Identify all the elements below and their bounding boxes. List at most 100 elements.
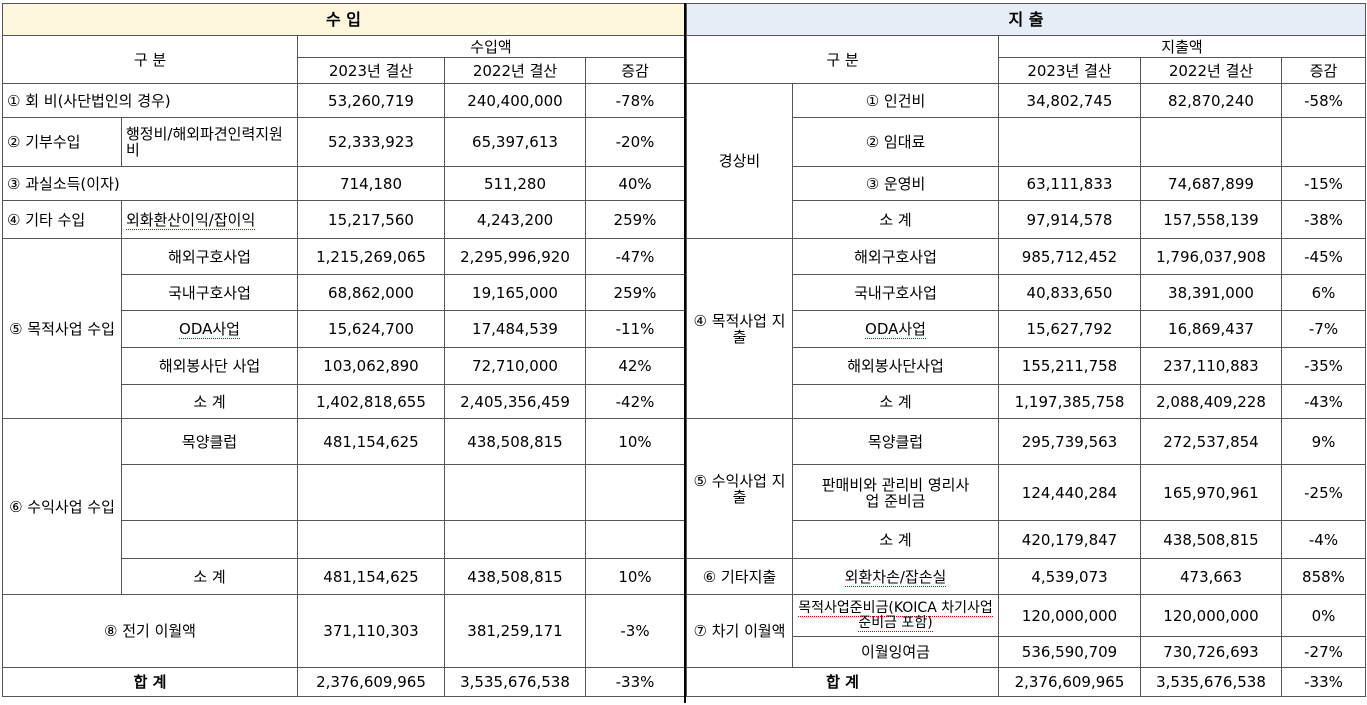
item-name: ③ 운영비: [792, 166, 999, 201]
item-name: 국내구호사업: [792, 274, 999, 311]
value-2023: 2,376,609,965: [998, 667, 1141, 697]
row-label: ④ 기타 수입: [2, 200, 122, 239]
value-2023: 15,217,560: [297, 200, 445, 239]
item-name: 해외봉사단사업: [792, 347, 999, 385]
value-2023: 120,000,000: [998, 594, 1141, 637]
value-2022: [1140, 117, 1282, 167]
income-row-donation: ② 기부수입 행정비/해외파견인력지원비 52,333,923 65,397,6…: [2, 117, 685, 167]
value-2022: 157,558,139: [1140, 200, 1282, 239]
expense-row-total: 합 계 2,376,609,965 3,535,676,538 -33%: [686, 667, 1366, 697]
value-change: 6%: [1281, 274, 1366, 311]
table-row: [3, 464, 685, 521]
expense-title: 지 출: [686, 3, 1366, 36]
row-label: ② 기부수입: [2, 117, 122, 167]
item-name: 해외구호사업: [121, 238, 298, 275]
expense-col-2022: 2022년 결산: [1140, 57, 1282, 84]
value-change: -3%: [585, 594, 685, 668]
expense-profit-label: ⑤ 수익사업 지출: [686, 418, 793, 559]
table-row: ⑤ 목적사업 수입 해외구호사업 1,215,269,065 2,295,996…: [2, 238, 685, 419]
value-change: -4%: [1281, 520, 1366, 559]
value-2022: 16,869,437: [1140, 310, 1282, 348]
expense-operating-label: 경상비: [686, 83, 793, 239]
table-row: 국내구호사업 68,862,000 19,165,000 259%: [3, 274, 685, 311]
value-2023: 63,111,833: [998, 166, 1141, 201]
value-2023: 420,179,847: [998, 520, 1141, 559]
item-name: ODA사업: [792, 310, 999, 348]
table-row-subtotal: 소 계 1,197,385,758 2,088,409,228 -43%: [687, 384, 1366, 419]
table-row-subtotal: 소 계 1,402,818,655 2,405,356,459 -42%: [3, 384, 685, 419]
item-name: 소 계: [792, 520, 999, 559]
value-change: 259%: [585, 274, 685, 311]
income-col-change: 증감: [585, 57, 685, 84]
value-change: 0%: [1281, 594, 1366, 637]
value-2023: 124,440,284: [998, 464, 1141, 521]
income-row-interest: ③ 과실소득(이자) 714,180 511,280 40%: [2, 166, 685, 201]
value-change: -58%: [1281, 83, 1366, 118]
table-row: ⑦ 차기 이월액 목적사업준비금(KOICA 차기사업준비금 포함) 120,0…: [686, 594, 1366, 668]
value-change: -47%: [585, 238, 685, 275]
value-2023: 68,862,000: [297, 274, 445, 311]
value-2022: 82,870,240: [1140, 83, 1282, 118]
value-change: -78%: [585, 83, 685, 118]
expense-purpose-label: ④ 목적사업 지출: [686, 238, 793, 419]
item-name: ① 인건비: [792, 83, 999, 118]
table-row: ④ 목적사업 지출 해외구호사업 985,712,452 1,796,037,9…: [686, 238, 1366, 419]
value-2023: [998, 117, 1141, 167]
value-2023: 481,154,625: [297, 558, 445, 595]
value-2022: 120,000,000: [1140, 594, 1282, 637]
value-2023: [297, 464, 445, 521]
item-name: ② 임대료: [792, 117, 999, 167]
income-row-carryover: ⑧ 전기 이월액 371,110,303 381,259,171 -3%: [2, 594, 685, 668]
value-2022: 2,088,409,228: [1140, 384, 1282, 419]
value-2022: 473,663: [1140, 558, 1282, 595]
item-name: 이월잉여금: [792, 636, 999, 668]
value-2022: 272,537,854: [1140, 418, 1282, 465]
value-2022: [444, 464, 586, 521]
value-2023: 985,712,452: [998, 238, 1141, 275]
income-col-2022: 2022년 결산: [444, 57, 586, 84]
value-change: -45%: [1281, 238, 1366, 275]
value-2022: 3,535,676,538: [444, 667, 586, 697]
value-2022: 2,405,356,459: [444, 384, 586, 419]
value-change: 259%: [585, 200, 685, 239]
row-sublabel: 행정비/해외파견인력지원비: [121, 117, 298, 167]
value-change: -43%: [1281, 384, 1366, 419]
value-2023: 536,590,709: [998, 636, 1141, 668]
value-2023: 371,110,303: [297, 594, 445, 668]
table-row: ODA사업 15,624,700 17,484,539 -11%: [3, 310, 685, 348]
value-2023: 295,739,563: [998, 418, 1141, 465]
item-name: 소 계: [792, 384, 999, 419]
item-name: 판매비와 관리비 영리사업 준비금: [792, 464, 999, 521]
expense-table: 지 출 구 분 지출액 2023년 결산 2022년 결산 증감 경상비 ① 인…: [686, 3, 1366, 697]
value-change: -38%: [1281, 200, 1366, 239]
value-change: 9%: [1281, 418, 1366, 465]
value-2022: 511,280: [444, 166, 586, 201]
value-2022: 19,165,000: [444, 274, 586, 311]
item-name: [121, 464, 298, 521]
value-change: -27%: [1281, 636, 1366, 668]
table-row: ③ 운영비 63,111,833 74,687,899 -15%: [687, 166, 1366, 201]
income-col-2023: 2023년 결산: [297, 57, 445, 84]
item-name: 목양클럽: [121, 418, 298, 465]
item-name: ODA사업: [121, 310, 298, 348]
value-2022: 2,295,996,920: [444, 238, 586, 275]
income-purpose-label: ⑤ 목적사업 수입: [2, 238, 122, 419]
value-change: 40%: [585, 166, 685, 201]
value-2022: 38,391,000: [1140, 274, 1282, 311]
expense-col-change: 증감: [1281, 57, 1366, 84]
value-change: [585, 520, 685, 559]
value-2022: 3,535,676,538: [1140, 667, 1282, 697]
income-category-header: 구 분: [2, 35, 298, 84]
row-label: ⑧ 전기 이월액: [2, 594, 298, 668]
item-name: 국내구호사업: [121, 274, 298, 311]
section-divider: [684, 3, 686, 703]
value-2022: 72,710,000: [444, 347, 586, 385]
income-amount-header: 수입액: [297, 35, 685, 58]
value-2023: 103,062,890: [297, 347, 445, 385]
value-2022: 237,110,883: [1140, 347, 1282, 385]
expense-col-2023: 2023년 결산: [998, 57, 1141, 84]
income-row-other: ④ 기타 수입 외화환산이익/잡이익 15,217,560 4,243,200 …: [2, 200, 685, 239]
value-2023: 2,376,609,965: [297, 667, 445, 697]
value-change: -7%: [1281, 310, 1366, 348]
value-2022: [444, 520, 586, 559]
